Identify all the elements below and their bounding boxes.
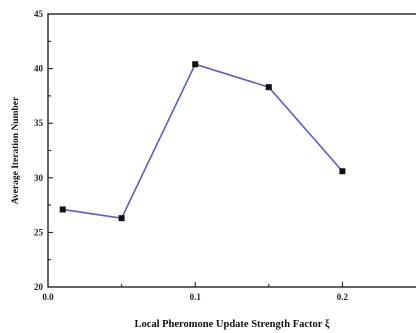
series-line: [62, 63, 344, 220]
data-point: [265, 84, 272, 91]
data-point: [192, 61, 199, 68]
x-tick-label: 0.1: [190, 292, 202, 302]
y-tick-label: 20: [34, 282, 44, 292]
y-tick-label: 25: [34, 227, 44, 237]
y-tick-label: 40: [34, 64, 44, 74]
y-tick-label: 30: [34, 173, 44, 183]
x-tick-label: 0.0: [42, 292, 54, 302]
x-axis-title: Local Pheromone Update Strength Factor ξ: [134, 319, 329, 330]
data-point: [339, 168, 346, 175]
plot-frame: [47, 13, 416, 288]
data-point: [118, 215, 125, 222]
data-point: [59, 206, 66, 213]
x-tick-label: 0.2: [337, 292, 349, 302]
y-axis-title: Average Iteration Number: [11, 96, 21, 204]
y-tick-label: 35: [34, 118, 44, 128]
y-tick-label: 45: [34, 9, 44, 19]
